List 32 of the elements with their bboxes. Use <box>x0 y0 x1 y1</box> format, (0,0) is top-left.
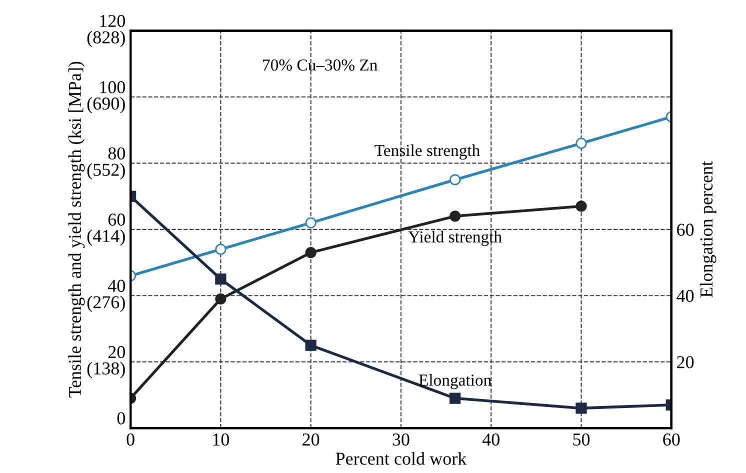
y-tick-label: 0 <box>117 412 125 424</box>
y-tick-label: 120 <box>100 14 125 28</box>
x-tick-label: 20 <box>302 433 320 446</box>
y-tick-label: 40 <box>108 280 125 292</box>
x-tick-label: 10 <box>213 433 230 446</box>
y-tick-label: 60 <box>108 214 125 226</box>
y-tick-label: 20 <box>108 346 125 358</box>
y3-tick-label: (828) <box>87 30 125 48</box>
y2-tick-label: 40 <box>676 290 694 302</box>
y-axis-title: Tensile strength and yield strength (ksi [MPa]) <box>68 62 85 398</box>
point <box>305 340 316 351</box>
series-label: Tensile strength <box>374 144 480 160</box>
y3-tick-label: (414) <box>87 229 125 246</box>
x-tick-label: 60 <box>663 433 680 446</box>
x-tick-label: 0 <box>126 433 134 446</box>
x-axis-title: Percent cold work <box>336 452 467 465</box>
series-label: Elongation <box>418 374 492 390</box>
y2-axis-title: Elongation percent <box>700 161 716 298</box>
x-tick-label: 50 <box>573 433 590 446</box>
series-label: Yield strength <box>408 230 502 246</box>
y2-tick-label: 60 <box>677 224 694 236</box>
x-tick-label: 30 <box>392 433 410 446</box>
y3-tick-label: (552) <box>87 163 125 180</box>
annotation: 70% Cu–30% Zn <box>263 59 378 71</box>
y2-tick-label: 20 <box>677 356 694 368</box>
x-tick-label: 40 <box>482 433 500 446</box>
point <box>450 392 461 404</box>
y-tick-label: 80 <box>108 147 125 160</box>
y-tick-label: 100 <box>100 81 125 94</box>
y3-tick-label: (138) <box>87 362 125 378</box>
y3-tick-label: (690) <box>87 96 125 114</box>
y3-tick-label: (276) <box>87 296 125 312</box>
